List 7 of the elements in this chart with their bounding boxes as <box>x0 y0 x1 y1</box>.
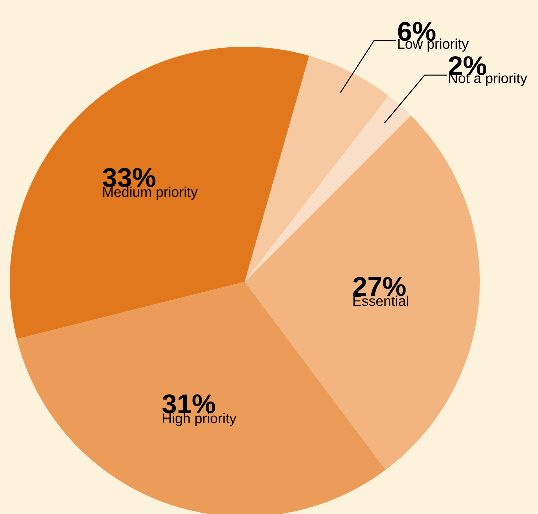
data-label: 33% <box>102 168 156 188</box>
slice-label: Medium priority <box>103 186 198 200</box>
data-label: 27% <box>353 277 406 296</box>
slice-label: High priority <box>163 413 237 426</box>
data-label: 2% <box>449 56 486 76</box>
data-label: 31% <box>162 394 216 414</box>
slice-label: Essential <box>354 296 408 306</box>
